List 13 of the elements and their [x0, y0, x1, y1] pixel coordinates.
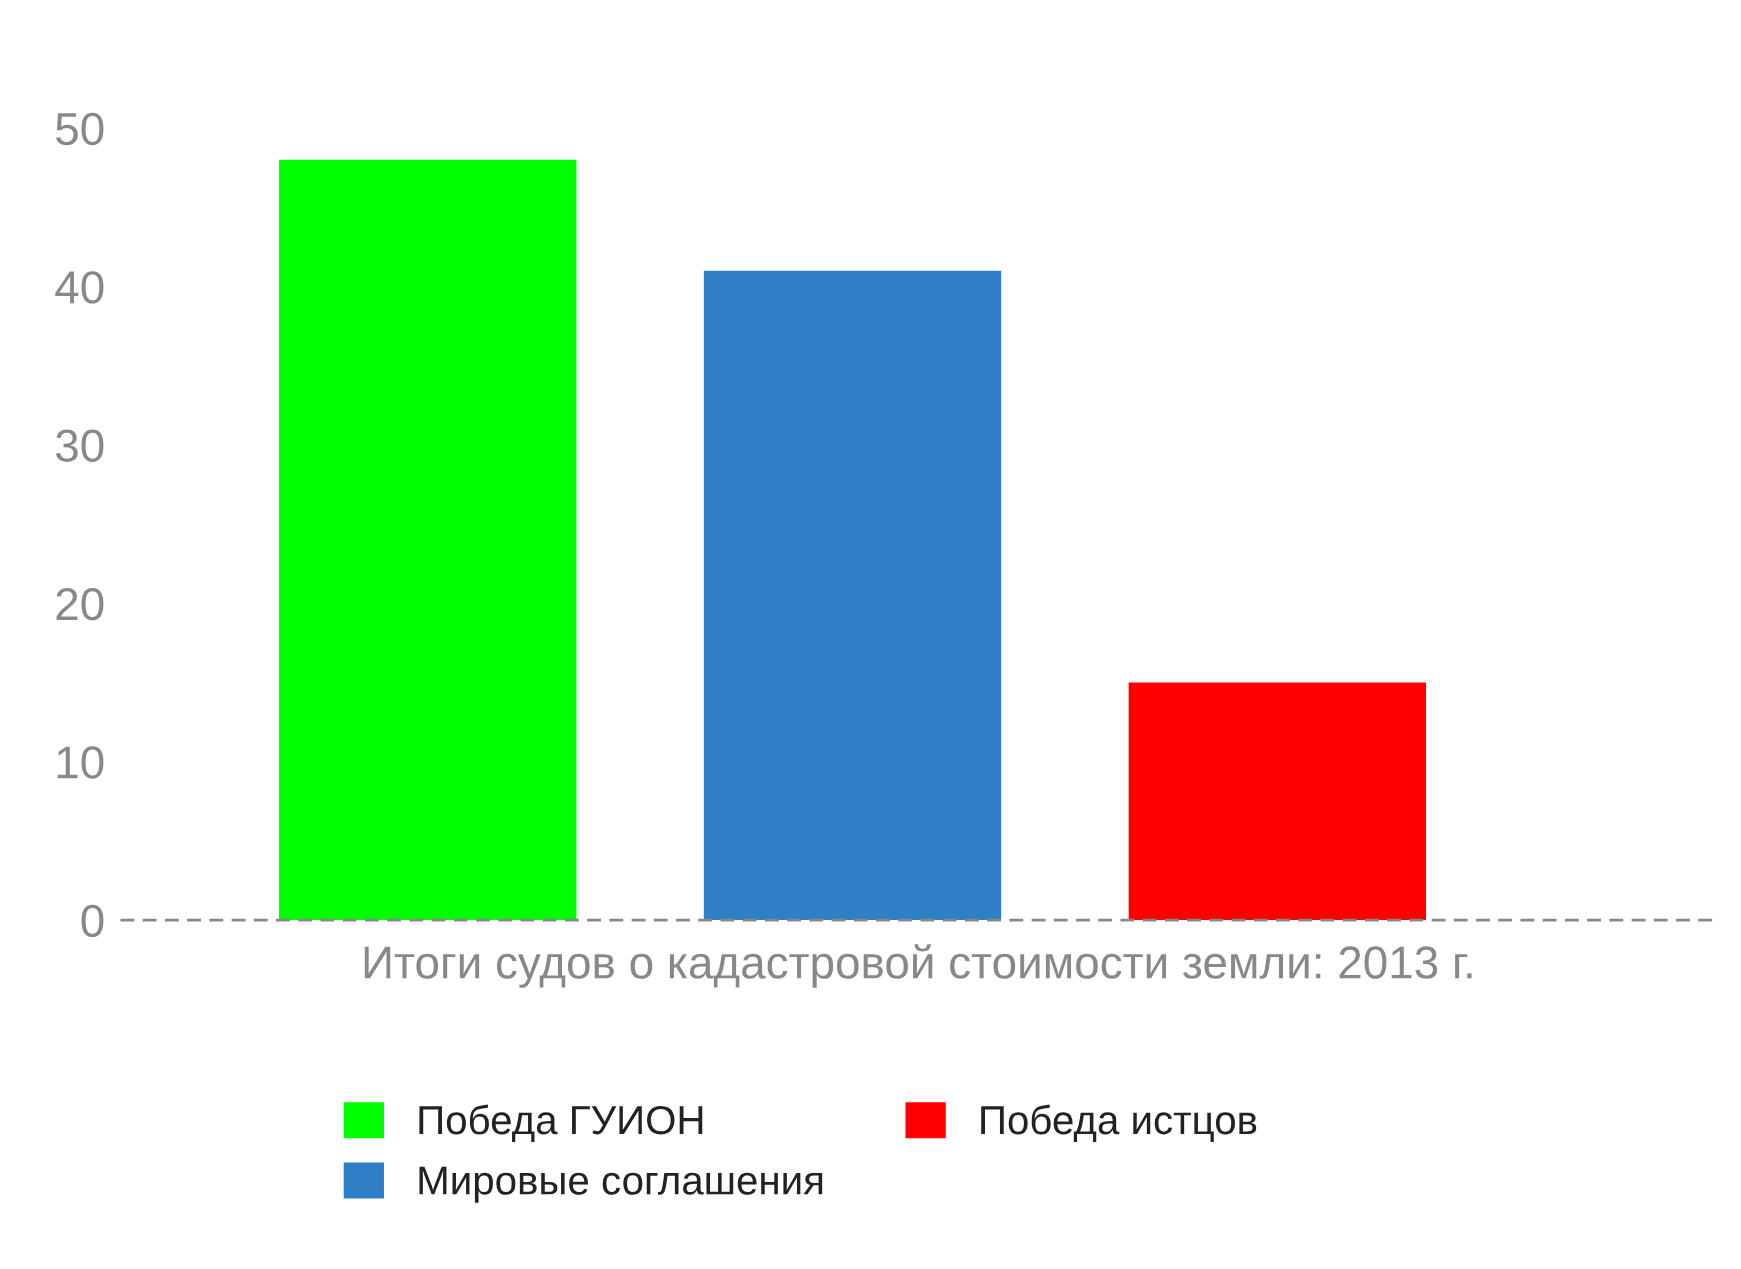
y-tick-label: 50	[56, 112, 104, 146]
legend-label: Мировые соглашения	[419, 1166, 823, 1203]
x-axis-title: Итоги судов о кадастровой стоимости земли: 2013 г.	[364, 944, 1472, 988]
y-tick-label: 10	[57, 746, 104, 779]
bar	[703, 270, 1002, 921]
y-tick-label: 0	[81, 904, 104, 938]
legend-label: Победа ГУИОН	[419, 1104, 703, 1143]
y-tick-label: 20	[56, 587, 104, 621]
y-tick-label: 40	[55, 271, 104, 304]
bar	[1128, 682, 1427, 921]
y-tick-label: 30	[55, 429, 104, 462]
legend-label: Победа истцов	[981, 1104, 1257, 1143]
bar	[279, 159, 577, 921]
